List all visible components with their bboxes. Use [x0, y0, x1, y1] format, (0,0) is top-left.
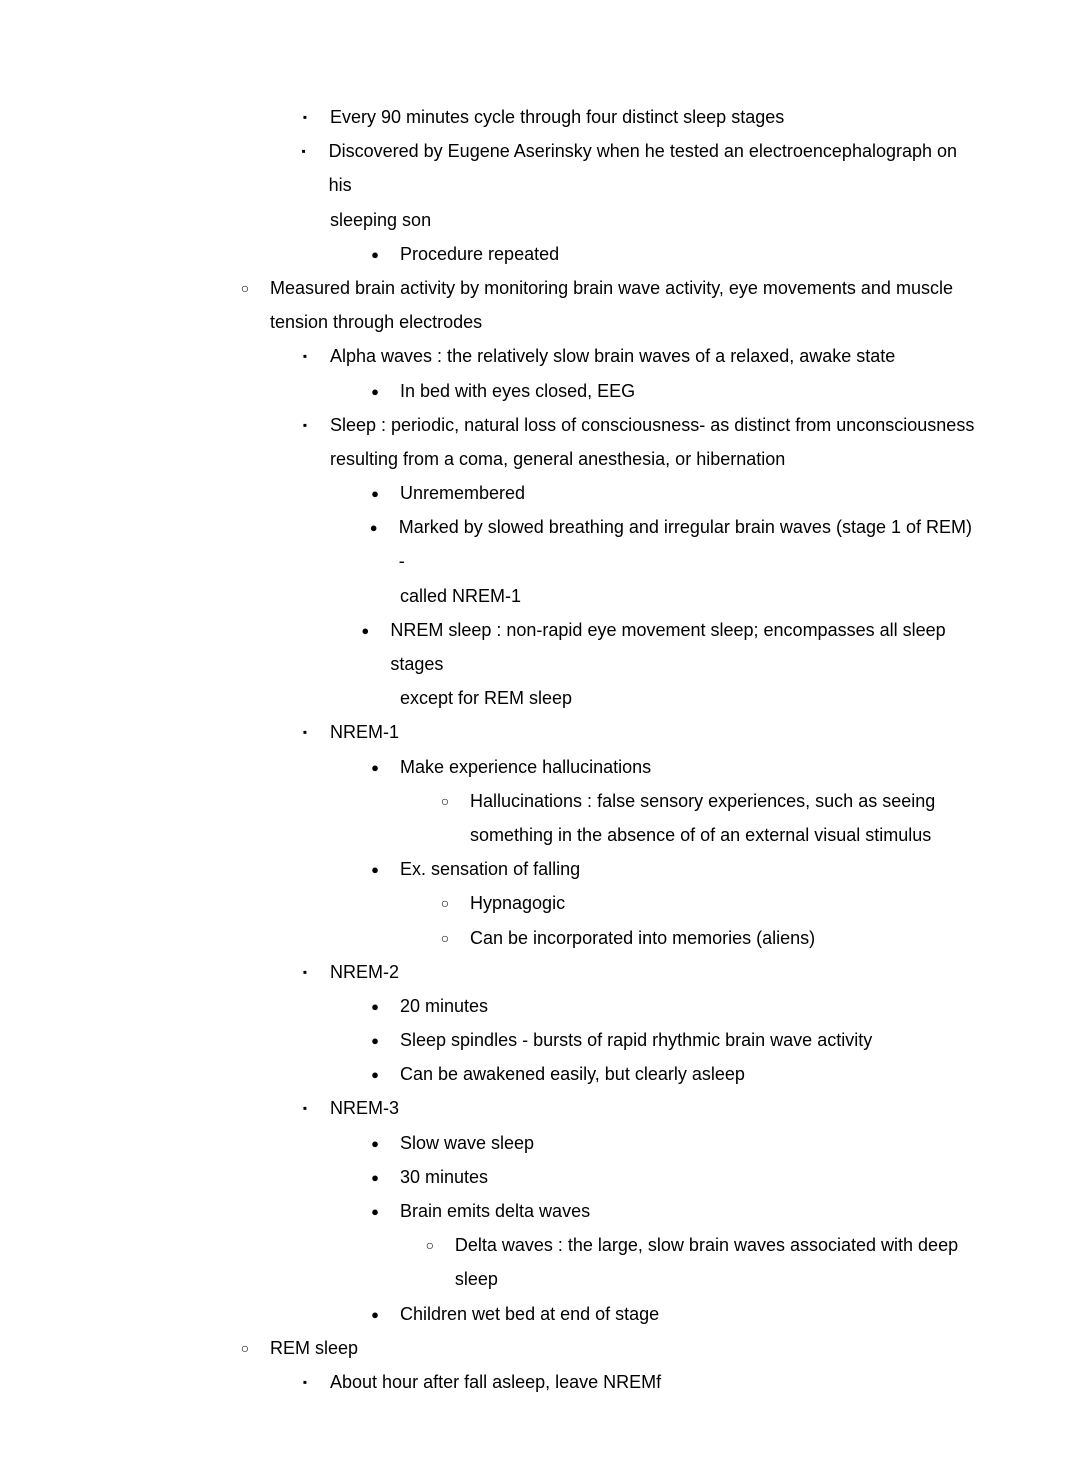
item-text: Children wet bed at end of stage — [400, 1297, 980, 1331]
item-text: About hour after fall asleep, leave NREM… — [330, 1365, 980, 1399]
item-text: NREM-1 — [330, 715, 980, 749]
list-item: Marked by slowed breathing and irregular… — [100, 510, 980, 578]
item-text: 30 minutes — [400, 1160, 980, 1194]
item-text: Hallucinations : false sensory experienc… — [470, 784, 980, 818]
square-bullet-icon — [280, 1365, 330, 1399]
item-text: NREM-2 — [330, 955, 980, 989]
item-text: Can be incorporated into memories (alien… — [470, 921, 980, 955]
item-text: Every 90 minutes cycle through four dist… — [330, 100, 980, 134]
list-item-continuation: resulting from a coma, general anesthesi… — [100, 442, 980, 476]
item-text: Measured brain activity by monitoring br… — [270, 271, 980, 305]
square-bullet-icon — [280, 408, 330, 442]
disc-bullet-icon — [350, 1297, 400, 1331]
list-item: REM sleep — [100, 1331, 980, 1365]
list-item: Ex. sensation of falling — [100, 852, 980, 886]
disc-bullet-icon — [350, 476, 400, 510]
open-circle-bullet-icon — [420, 921, 470, 955]
list-item: Hallucinations : false sensory experienc… — [100, 784, 980, 818]
circle-bullet-icon — [220, 271, 270, 305]
list-item-continuation: except for REM sleep — [100, 681, 980, 715]
list-item: Sleep : periodic, natural loss of consci… — [100, 408, 980, 442]
list-item: Delta waves : the large, slow brain wave… — [100, 1228, 980, 1296]
list-item-continuation: tension through electrodes — [100, 305, 980, 339]
item-text: Hypnagogic — [470, 886, 980, 920]
item-text: Slow wave sleep — [400, 1126, 980, 1160]
square-bullet-icon — [280, 100, 330, 134]
list-item-continuation: called NREM-1 — [100, 579, 980, 613]
item-text: Sleep spindles - bursts of rapid rhythmi… — [400, 1023, 980, 1057]
disc-bullet-icon — [350, 374, 400, 408]
item-text: NREM-3 — [330, 1091, 980, 1125]
open-circle-bullet-icon — [420, 784, 470, 818]
square-bullet-icon — [280, 715, 330, 749]
list-item: NREM sleep : non-rapid eye movement slee… — [100, 613, 980, 681]
item-text: resulting from a coma, general anesthesi… — [330, 442, 980, 476]
open-circle-bullet-icon — [420, 886, 470, 920]
list-item: 20 minutes — [100, 989, 980, 1023]
list-item: Alpha waves : the relatively slow brain … — [100, 339, 980, 373]
item-text: REM sleep — [270, 1331, 980, 1365]
list-item-continuation: something in the absence of of an extern… — [100, 818, 980, 852]
item-text: NREM sleep : non-rapid eye movement slee… — [390, 613, 980, 681]
item-text: Marked by slowed breathing and irregular… — [399, 510, 980, 578]
item-text: Discovered by Eugene Aserinsky when he t… — [329, 134, 980, 202]
open-circle-bullet-icon — [405, 1228, 455, 1262]
item-text: Ex. sensation of falling — [400, 852, 980, 886]
disc-bullet-icon — [349, 510, 399, 544]
item-text: In bed with eyes closed, EEG — [400, 374, 980, 408]
list-item: NREM-1 — [100, 715, 980, 749]
list-item: Every 90 minutes cycle through four dist… — [100, 100, 980, 134]
list-item: 30 minutes — [100, 1160, 980, 1194]
list-item: Hypnagogic — [100, 886, 980, 920]
disc-bullet-icon — [350, 750, 400, 784]
disc-bullet-icon — [340, 613, 390, 647]
list-item: Unremembered — [100, 476, 980, 510]
disc-bullet-icon — [350, 1023, 400, 1057]
disc-bullet-icon — [350, 1194, 400, 1228]
circle-bullet-icon — [220, 1331, 270, 1365]
item-text: something in the absence of of an extern… — [470, 818, 980, 852]
list-item: Children wet bed at end of stage — [100, 1297, 980, 1331]
square-bullet-icon — [280, 1091, 330, 1125]
item-text: Sleep : periodic, natural loss of consci… — [330, 408, 980, 442]
disc-bullet-icon — [350, 989, 400, 1023]
list-item: NREM-3 — [100, 1091, 980, 1125]
disc-bullet-icon — [350, 1126, 400, 1160]
notes-outline: Every 90 minutes cycle through four dist… — [100, 100, 980, 1399]
item-text: Can be awakened easily, but clearly asle… — [400, 1057, 980, 1091]
square-bullet-icon — [280, 339, 330, 373]
list-item: Procedure repeated — [100, 237, 980, 271]
list-item: About hour after fall asleep, leave NREM… — [100, 1365, 980, 1399]
disc-bullet-icon — [350, 1057, 400, 1091]
item-text: Unremembered — [400, 476, 980, 510]
list-item: Make experience hallucinations — [100, 750, 980, 784]
disc-bullet-icon — [350, 1160, 400, 1194]
item-text: Procedure repeated — [400, 237, 980, 271]
disc-bullet-icon — [350, 237, 400, 271]
list-item: Slow wave sleep — [100, 1126, 980, 1160]
item-text: Brain emits delta waves — [400, 1194, 980, 1228]
square-bullet-icon — [279, 134, 329, 168]
item-text: tension through electrodes — [270, 305, 980, 339]
list-item: Can be incorporated into memories (alien… — [100, 921, 980, 955]
list-item: NREM-2 — [100, 955, 980, 989]
item-text: Delta waves : the large, slow brain wave… — [455, 1228, 980, 1296]
list-item: In bed with eyes closed, EEG — [100, 374, 980, 408]
square-bullet-icon — [280, 955, 330, 989]
item-text: called NREM-1 — [400, 579, 980, 613]
disc-bullet-icon — [350, 852, 400, 886]
list-item: Can be awakened easily, but clearly asle… — [100, 1057, 980, 1091]
list-item: Measured brain activity by monitoring br… — [100, 271, 980, 305]
list-item: Discovered by Eugene Aserinsky when he t… — [100, 134, 980, 202]
item-text: except for REM sleep — [400, 681, 980, 715]
list-item: Sleep spindles - bursts of rapid rhythmi… — [100, 1023, 980, 1057]
item-text: Alpha waves : the relatively slow brain … — [330, 339, 980, 373]
list-item-continuation: sleeping son — [100, 203, 980, 237]
item-text: 20 minutes — [400, 989, 980, 1023]
list-item: Brain emits delta waves — [100, 1194, 980, 1228]
item-text: Make experience hallucinations — [400, 750, 980, 784]
item-text: sleeping son — [330, 203, 980, 237]
